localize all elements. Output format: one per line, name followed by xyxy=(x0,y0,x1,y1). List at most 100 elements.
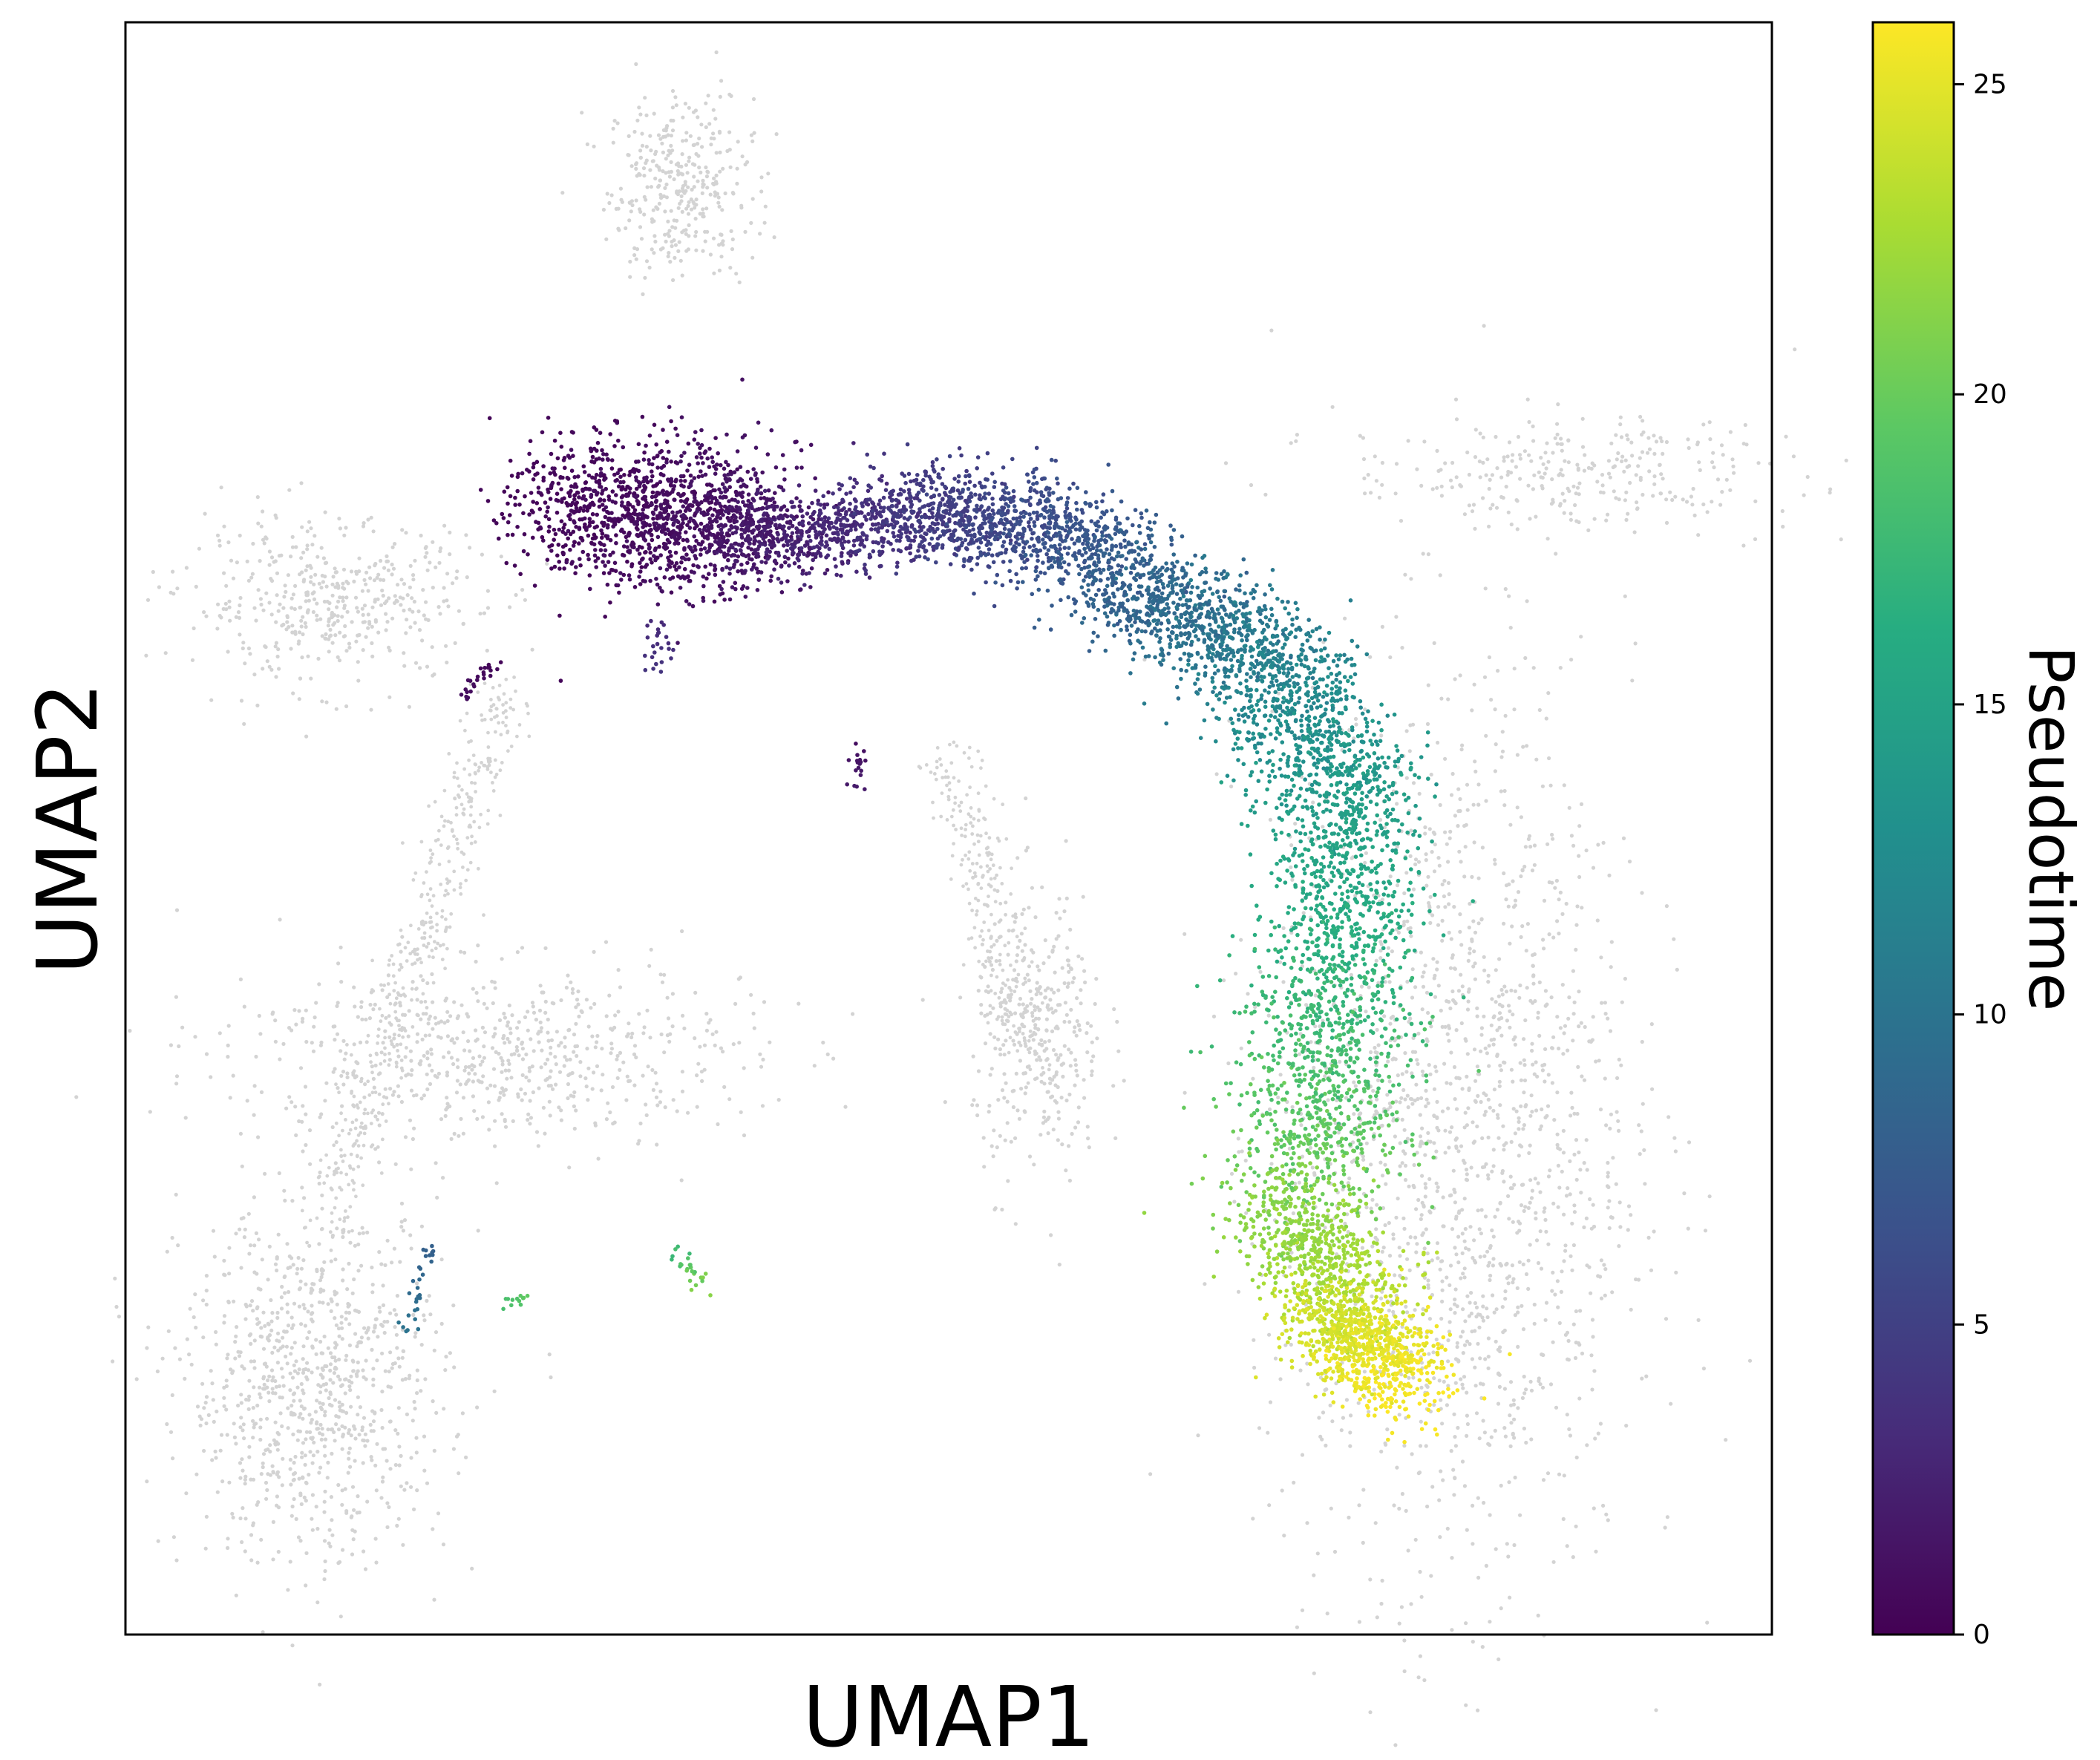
background-point xyxy=(366,517,370,522)
background-point xyxy=(527,1069,532,1073)
background-point xyxy=(305,564,310,569)
background-point xyxy=(215,1490,220,1494)
background-point xyxy=(708,1018,713,1022)
background-point xyxy=(752,131,756,135)
background-point xyxy=(500,1062,505,1067)
background-point xyxy=(269,555,275,560)
background-point xyxy=(1463,1110,1468,1115)
background-point xyxy=(527,1066,531,1070)
background-point xyxy=(404,631,408,635)
background-point xyxy=(1388,874,1393,879)
background-point xyxy=(650,217,655,221)
background-point xyxy=(683,180,687,184)
background-point xyxy=(502,1011,506,1016)
background-point xyxy=(1300,1154,1305,1159)
background-point xyxy=(442,523,447,528)
background-point xyxy=(249,1359,253,1364)
background-point xyxy=(252,606,257,610)
background-point xyxy=(1382,825,1387,830)
background-point xyxy=(464,878,468,883)
background-point xyxy=(520,1073,525,1077)
background-point xyxy=(1403,1051,1407,1056)
background-point xyxy=(670,1024,675,1029)
background-point xyxy=(1828,487,1833,491)
background-point xyxy=(267,1374,272,1378)
background-point xyxy=(1566,1016,1571,1021)
background-point xyxy=(317,1242,321,1246)
background-point xyxy=(503,1125,508,1129)
background-point xyxy=(1380,1174,1385,1178)
background-point xyxy=(1267,1332,1272,1337)
background-point xyxy=(991,1006,995,1010)
background-point xyxy=(1569,1254,1573,1258)
background-point xyxy=(1459,972,1463,977)
background-point xyxy=(1465,1172,1469,1177)
background-point xyxy=(201,1335,206,1340)
background-point xyxy=(379,1496,384,1500)
background-point xyxy=(625,1074,629,1079)
background-point xyxy=(1566,1358,1571,1362)
background-point xyxy=(463,1064,468,1070)
background-point xyxy=(1502,788,1507,794)
background-point xyxy=(1060,1142,1064,1147)
background-point xyxy=(1422,1246,1427,1251)
background-point xyxy=(396,1431,400,1436)
background-point xyxy=(1361,436,1365,440)
background-point xyxy=(1452,1412,1456,1416)
background-point xyxy=(344,1310,348,1315)
background-point xyxy=(431,540,435,544)
background-point xyxy=(1428,920,1433,925)
background-point xyxy=(1568,1159,1572,1163)
background-point xyxy=(267,1399,272,1404)
background-point xyxy=(618,1067,622,1072)
background-point xyxy=(327,1528,332,1532)
background-point xyxy=(1531,666,1536,670)
background-point xyxy=(336,1482,341,1488)
background-point xyxy=(275,1268,279,1273)
background-point xyxy=(1595,918,1600,923)
background-point xyxy=(340,1502,344,1507)
background-point xyxy=(1470,708,1474,713)
background-point xyxy=(1007,929,1011,933)
background-point xyxy=(471,753,476,757)
background-point xyxy=(1551,1560,1556,1564)
background-point xyxy=(1507,1480,1511,1485)
background-point xyxy=(383,1263,387,1267)
background-point xyxy=(322,1260,327,1264)
background-point xyxy=(382,578,386,583)
background-point xyxy=(347,1230,351,1234)
background-point xyxy=(1469,1291,1473,1295)
background-point xyxy=(1577,492,1581,497)
background-point xyxy=(333,1067,337,1071)
background-point xyxy=(607,993,612,998)
background-point xyxy=(1545,537,1550,541)
background-point xyxy=(1070,980,1075,984)
background-point xyxy=(1696,1318,1701,1322)
background-point xyxy=(175,586,180,591)
background-point xyxy=(415,1488,419,1493)
background-point xyxy=(1441,1478,1445,1482)
background-point xyxy=(1453,1200,1457,1205)
background-point xyxy=(684,163,689,167)
background-point xyxy=(1526,1286,1531,1291)
background-point xyxy=(1564,901,1569,906)
background-point xyxy=(1041,1121,1045,1125)
background-point xyxy=(424,920,428,925)
background-point xyxy=(1043,995,1048,1000)
background-point xyxy=(436,605,441,609)
background-point xyxy=(306,592,310,597)
background-point xyxy=(1659,472,1664,477)
background-point xyxy=(1756,461,1761,465)
background-point xyxy=(480,1115,485,1119)
background-point xyxy=(1578,1168,1583,1172)
background-point xyxy=(976,1069,981,1073)
background-point xyxy=(1482,1113,1487,1117)
background-point xyxy=(399,965,404,969)
background-point xyxy=(696,179,700,183)
background-point xyxy=(1448,1130,1453,1134)
background-point xyxy=(321,1289,326,1293)
background-point xyxy=(475,1116,480,1121)
background-point xyxy=(293,632,298,636)
background-point xyxy=(1530,1188,1534,1193)
background-point xyxy=(1495,1208,1499,1212)
